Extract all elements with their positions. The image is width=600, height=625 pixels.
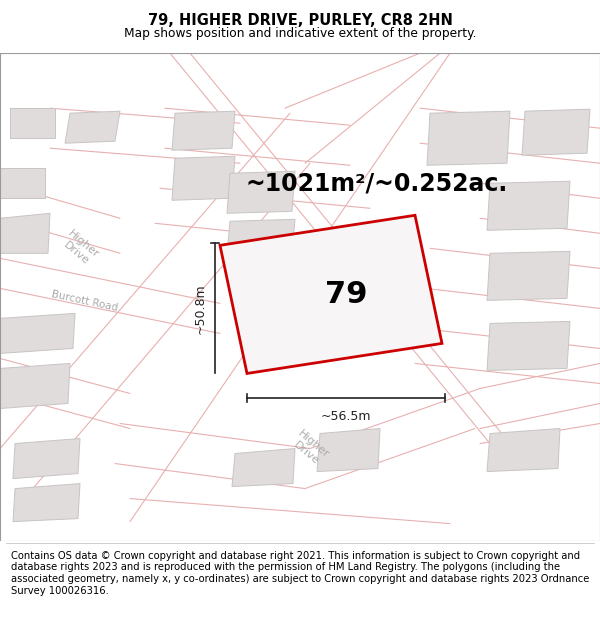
Text: ~1021m²/~0.252ac.: ~1021m²/~0.252ac. xyxy=(245,171,507,195)
Text: Contains OS data © Crown copyright and database right 2021. This information is : Contains OS data © Crown copyright and d… xyxy=(11,551,589,596)
Polygon shape xyxy=(227,219,295,256)
Polygon shape xyxy=(13,439,80,479)
Polygon shape xyxy=(220,215,442,374)
Polygon shape xyxy=(487,251,570,301)
Text: 79, HIGHER DRIVE, PURLEY, CR8 2HN: 79, HIGHER DRIVE, PURLEY, CR8 2HN xyxy=(148,13,452,28)
Polygon shape xyxy=(0,313,75,353)
Polygon shape xyxy=(10,108,55,138)
Polygon shape xyxy=(487,429,560,471)
Text: Higher
Drive: Higher Drive xyxy=(289,428,331,469)
Text: 79: 79 xyxy=(325,280,367,309)
Polygon shape xyxy=(0,168,45,198)
Text: Higher
Drive: Higher Drive xyxy=(59,228,101,269)
Polygon shape xyxy=(487,181,570,230)
Polygon shape xyxy=(0,364,70,409)
Text: Burcott Road: Burcott Road xyxy=(51,289,119,313)
Polygon shape xyxy=(172,156,235,200)
Polygon shape xyxy=(13,484,80,522)
Polygon shape xyxy=(427,111,510,165)
Polygon shape xyxy=(522,109,590,155)
Text: ~50.8m: ~50.8m xyxy=(194,283,207,334)
Polygon shape xyxy=(232,449,295,487)
Polygon shape xyxy=(65,111,120,143)
Polygon shape xyxy=(487,321,570,371)
Polygon shape xyxy=(0,213,50,253)
Polygon shape xyxy=(172,111,235,150)
Polygon shape xyxy=(227,171,295,213)
Text: Map shows position and indicative extent of the property.: Map shows position and indicative extent… xyxy=(124,27,476,40)
Text: ~56.5m: ~56.5m xyxy=(321,411,371,424)
Polygon shape xyxy=(317,429,380,471)
